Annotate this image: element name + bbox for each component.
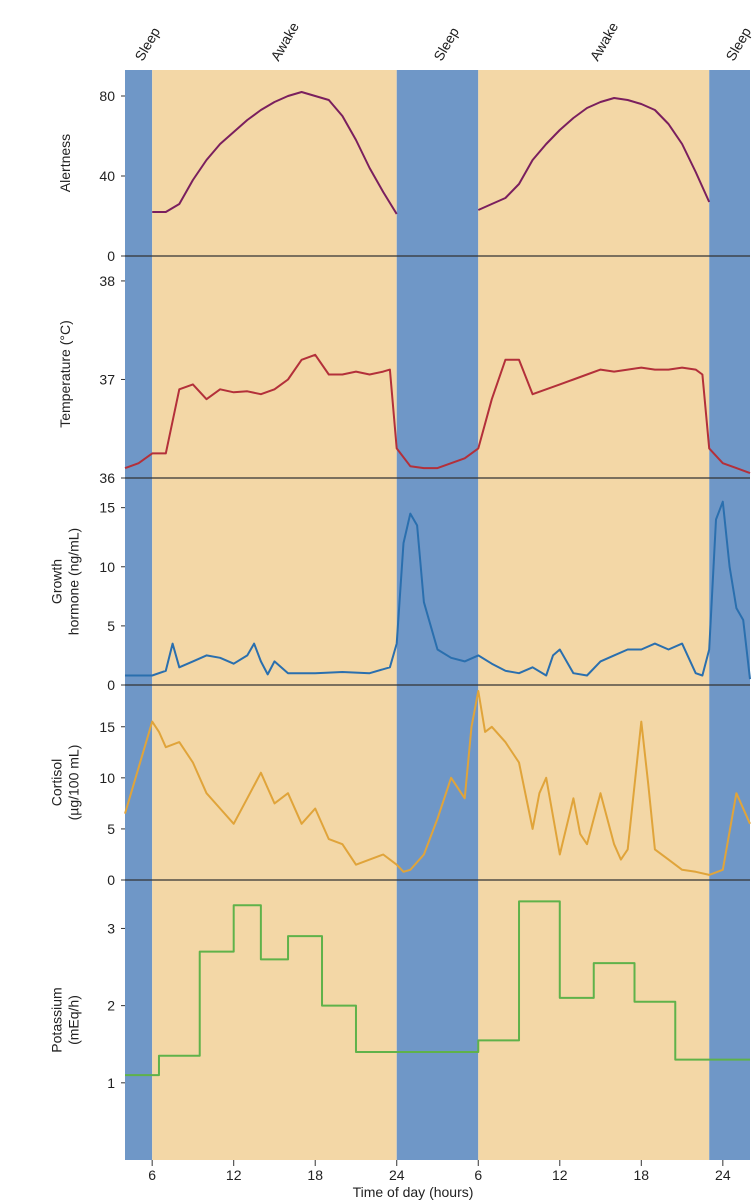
panel-growth-hormone: 0 5 10 15 Growth hormone (ng/mL) [49, 500, 751, 693]
y-tick-label: 3 [107, 920, 115, 936]
x-tick-label: 24 [389, 1167, 405, 1183]
band-labels: Sleep Awake Sleep Awake Sleep [131, 19, 754, 63]
y-tick-label: 37 [99, 371, 115, 387]
y-tick-label: 5 [107, 821, 115, 837]
y-axis-label: (mEq/h) [66, 995, 82, 1045]
x-tick-label: 12 [226, 1167, 242, 1183]
potassium-line [125, 900, 750, 1077]
panel-potassium: 1 2 3 Potassium (mEq/h) [49, 900, 750, 1091]
y-tick-label: 15 [99, 719, 115, 735]
band-label-sleep: Sleep [722, 24, 754, 63]
y-axis-label: Potassium [49, 987, 65, 1052]
y-tick-label: 5 [107, 618, 115, 634]
y-tick-label: 0 [107, 248, 115, 264]
y-axis-label: Growth [49, 559, 65, 604]
y-axis-label: Temperature (°C) [57, 320, 73, 428]
growth-hormone-line [125, 500, 751, 680]
y-tick-label: 38 [99, 273, 115, 289]
x-tick-label: 6 [474, 1167, 482, 1183]
band-sleep [396, 70, 479, 1160]
x-tick-label: 18 [307, 1167, 323, 1183]
x-tick-label: 12 [552, 1167, 568, 1183]
alertness-line [477, 97, 711, 211]
band-label-sleep: Sleep [430, 24, 462, 63]
y-axis-label: Cortisol [49, 759, 65, 806]
panel-alertness: 0 40 80 Alertness [57, 88, 750, 264]
y-tick-label: 36 [99, 470, 115, 486]
x-tick-label: 24 [715, 1167, 731, 1183]
y-tick-label: 0 [107, 677, 115, 693]
y-axis-label: Alertness [57, 134, 73, 192]
temperature-line [124, 353, 751, 475]
y-tick-label: 80 [99, 88, 115, 104]
x-tick-label: 18 [634, 1167, 650, 1183]
panel-temperature: 36 37 38 Temperature (°C) [57, 273, 751, 486]
alertness-line [152, 91, 398, 215]
band-label-awake: Awake [267, 19, 302, 63]
y-tick-label: 10 [99, 770, 115, 786]
y-tick-label: 10 [99, 559, 115, 575]
y-tick-label: 1 [107, 1075, 115, 1091]
y-tick-label: 0 [107, 872, 115, 888]
band-sleep [125, 70, 153, 1160]
sleep-awake-bands [125, 70, 750, 1160]
y-tick-label: 2 [107, 998, 115, 1014]
x-axis-label: Time of day (hours) [353, 1184, 474, 1200]
y-axis-label: (µg/100 mL) [66, 745, 82, 821]
band-awake [152, 70, 397, 1160]
x-tick-label: 6 [148, 1167, 156, 1183]
y-tick-label: 40 [99, 168, 115, 184]
y-tick-label: 15 [99, 500, 115, 516]
panel-cortisol: 0 5 10 15 Cortisol (µg/100 mL) [49, 690, 751, 888]
cortisol-line [124, 690, 751, 876]
x-axis: 6 12 18 24 6 12 18 24 [148, 1160, 731, 1183]
band-sleep [709, 70, 750, 1160]
band-label-sleep: Sleep [131, 24, 163, 63]
y-axis-label: hormone (ng/mL) [66, 528, 82, 635]
band-label-awake: Awake [586, 19, 621, 63]
